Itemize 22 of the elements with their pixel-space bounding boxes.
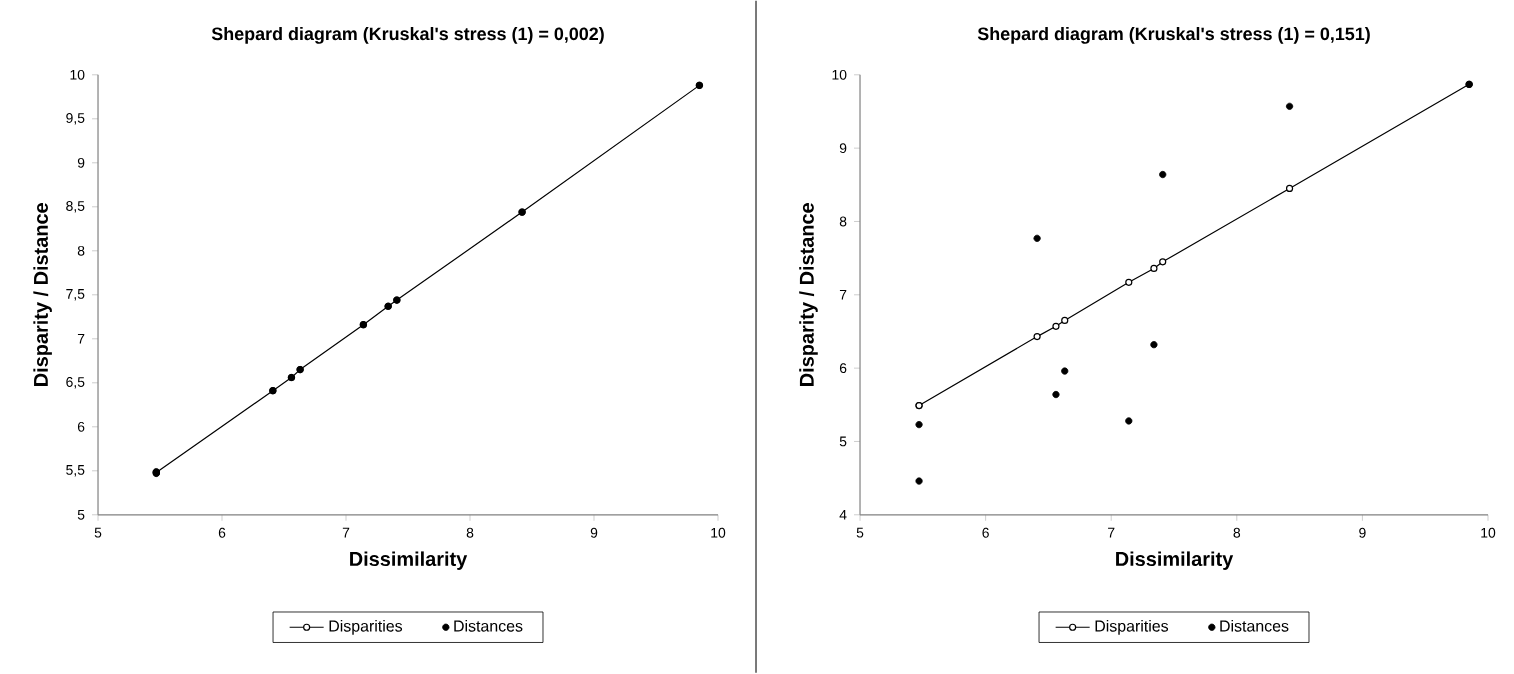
point xyxy=(1052,322,1060,331)
point xyxy=(1125,278,1133,287)
point xyxy=(1052,391,1060,399)
point xyxy=(1285,185,1294,193)
chart-title: Shepard diagram (Kruskal's stress (1) = 0,002) xyxy=(211,27,604,45)
point xyxy=(1033,333,1041,341)
point xyxy=(915,421,923,429)
point xyxy=(1159,258,1167,266)
point xyxy=(1159,171,1167,179)
point xyxy=(915,477,923,485)
point xyxy=(1125,417,1133,425)
y-axis-title: Disparity / Distance xyxy=(799,203,818,387)
point xyxy=(1061,317,1069,325)
chart-title: Shepard diagram (Kruskal's stress (1) = 0,151) xyxy=(977,27,1370,45)
point xyxy=(1150,264,1158,273)
point xyxy=(1285,102,1294,111)
y-axis-title: Disparity / Distance xyxy=(33,203,52,387)
x-axis-title: Dissimilarity xyxy=(1116,551,1234,571)
point xyxy=(1033,234,1041,243)
point xyxy=(1061,367,1069,375)
point xyxy=(1150,341,1158,349)
x-axis-title: Dissimilarity xyxy=(350,551,468,571)
